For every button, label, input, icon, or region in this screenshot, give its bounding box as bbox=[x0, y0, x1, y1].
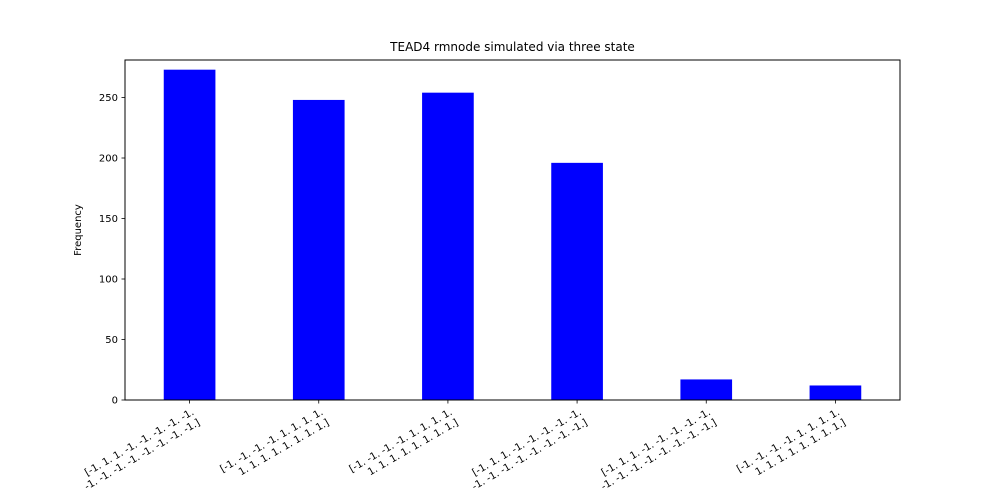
y-tick-label: 50 bbox=[105, 335, 118, 346]
y-tick-label: 250 bbox=[99, 93, 118, 104]
bar-5 bbox=[680, 379, 733, 400]
x-tick-label: [-1. -1. -1. -1. 1. 1. 1. 1. 1. 1. 1. 1.… bbox=[218, 407, 331, 485]
bar-4 bbox=[551, 162, 603, 400]
x-tick-label: [-1. -1. -1. -1. 1. 1. 1. 1. 1. 1. 1. 1.… bbox=[735, 407, 848, 485]
bar-1 bbox=[163, 69, 216, 400]
y-tick-label: 100 bbox=[99, 275, 118, 286]
bars-group bbox=[163, 69, 862, 400]
y-axis-ticks: 0 50 100 150 200 250 bbox=[99, 93, 125, 407]
bar-6 bbox=[809, 385, 862, 400]
bar-3 bbox=[422, 92, 474, 400]
y-tick-label: 150 bbox=[99, 214, 118, 225]
x-axis-ticks: [-1. 1. 1. -1. -1. -1. -1. -1. -1. -1. -… bbox=[74, 400, 848, 494]
y-tick-label: 200 bbox=[99, 154, 118, 165]
bar-2 bbox=[292, 99, 345, 400]
plot-area-frame bbox=[124, 59, 901, 401]
y-axis-label: Frequency bbox=[73, 204, 84, 256]
x-tick-label: [-1. 1. 1. -1. -1. -1. -1. -1. -1. -1. -… bbox=[591, 407, 719, 494]
y-tick-label: 0 bbox=[112, 396, 118, 407]
x-tick-label: [-1. 1. 1. -1. -1. -1. -1. -1. -1. -1. -… bbox=[74, 407, 202, 494]
chart-title: TEAD4 rmnode simulated via three state bbox=[389, 40, 635, 54]
x-tick-label: [-1. 1. 1. -1. -1. -1. -1. -1. -1. -1. -… bbox=[462, 407, 590, 494]
x-tick-label: [-1. -1. -1. -1. 1. 1. 1. 1. 1. 1. 1. 1.… bbox=[348, 407, 461, 485]
